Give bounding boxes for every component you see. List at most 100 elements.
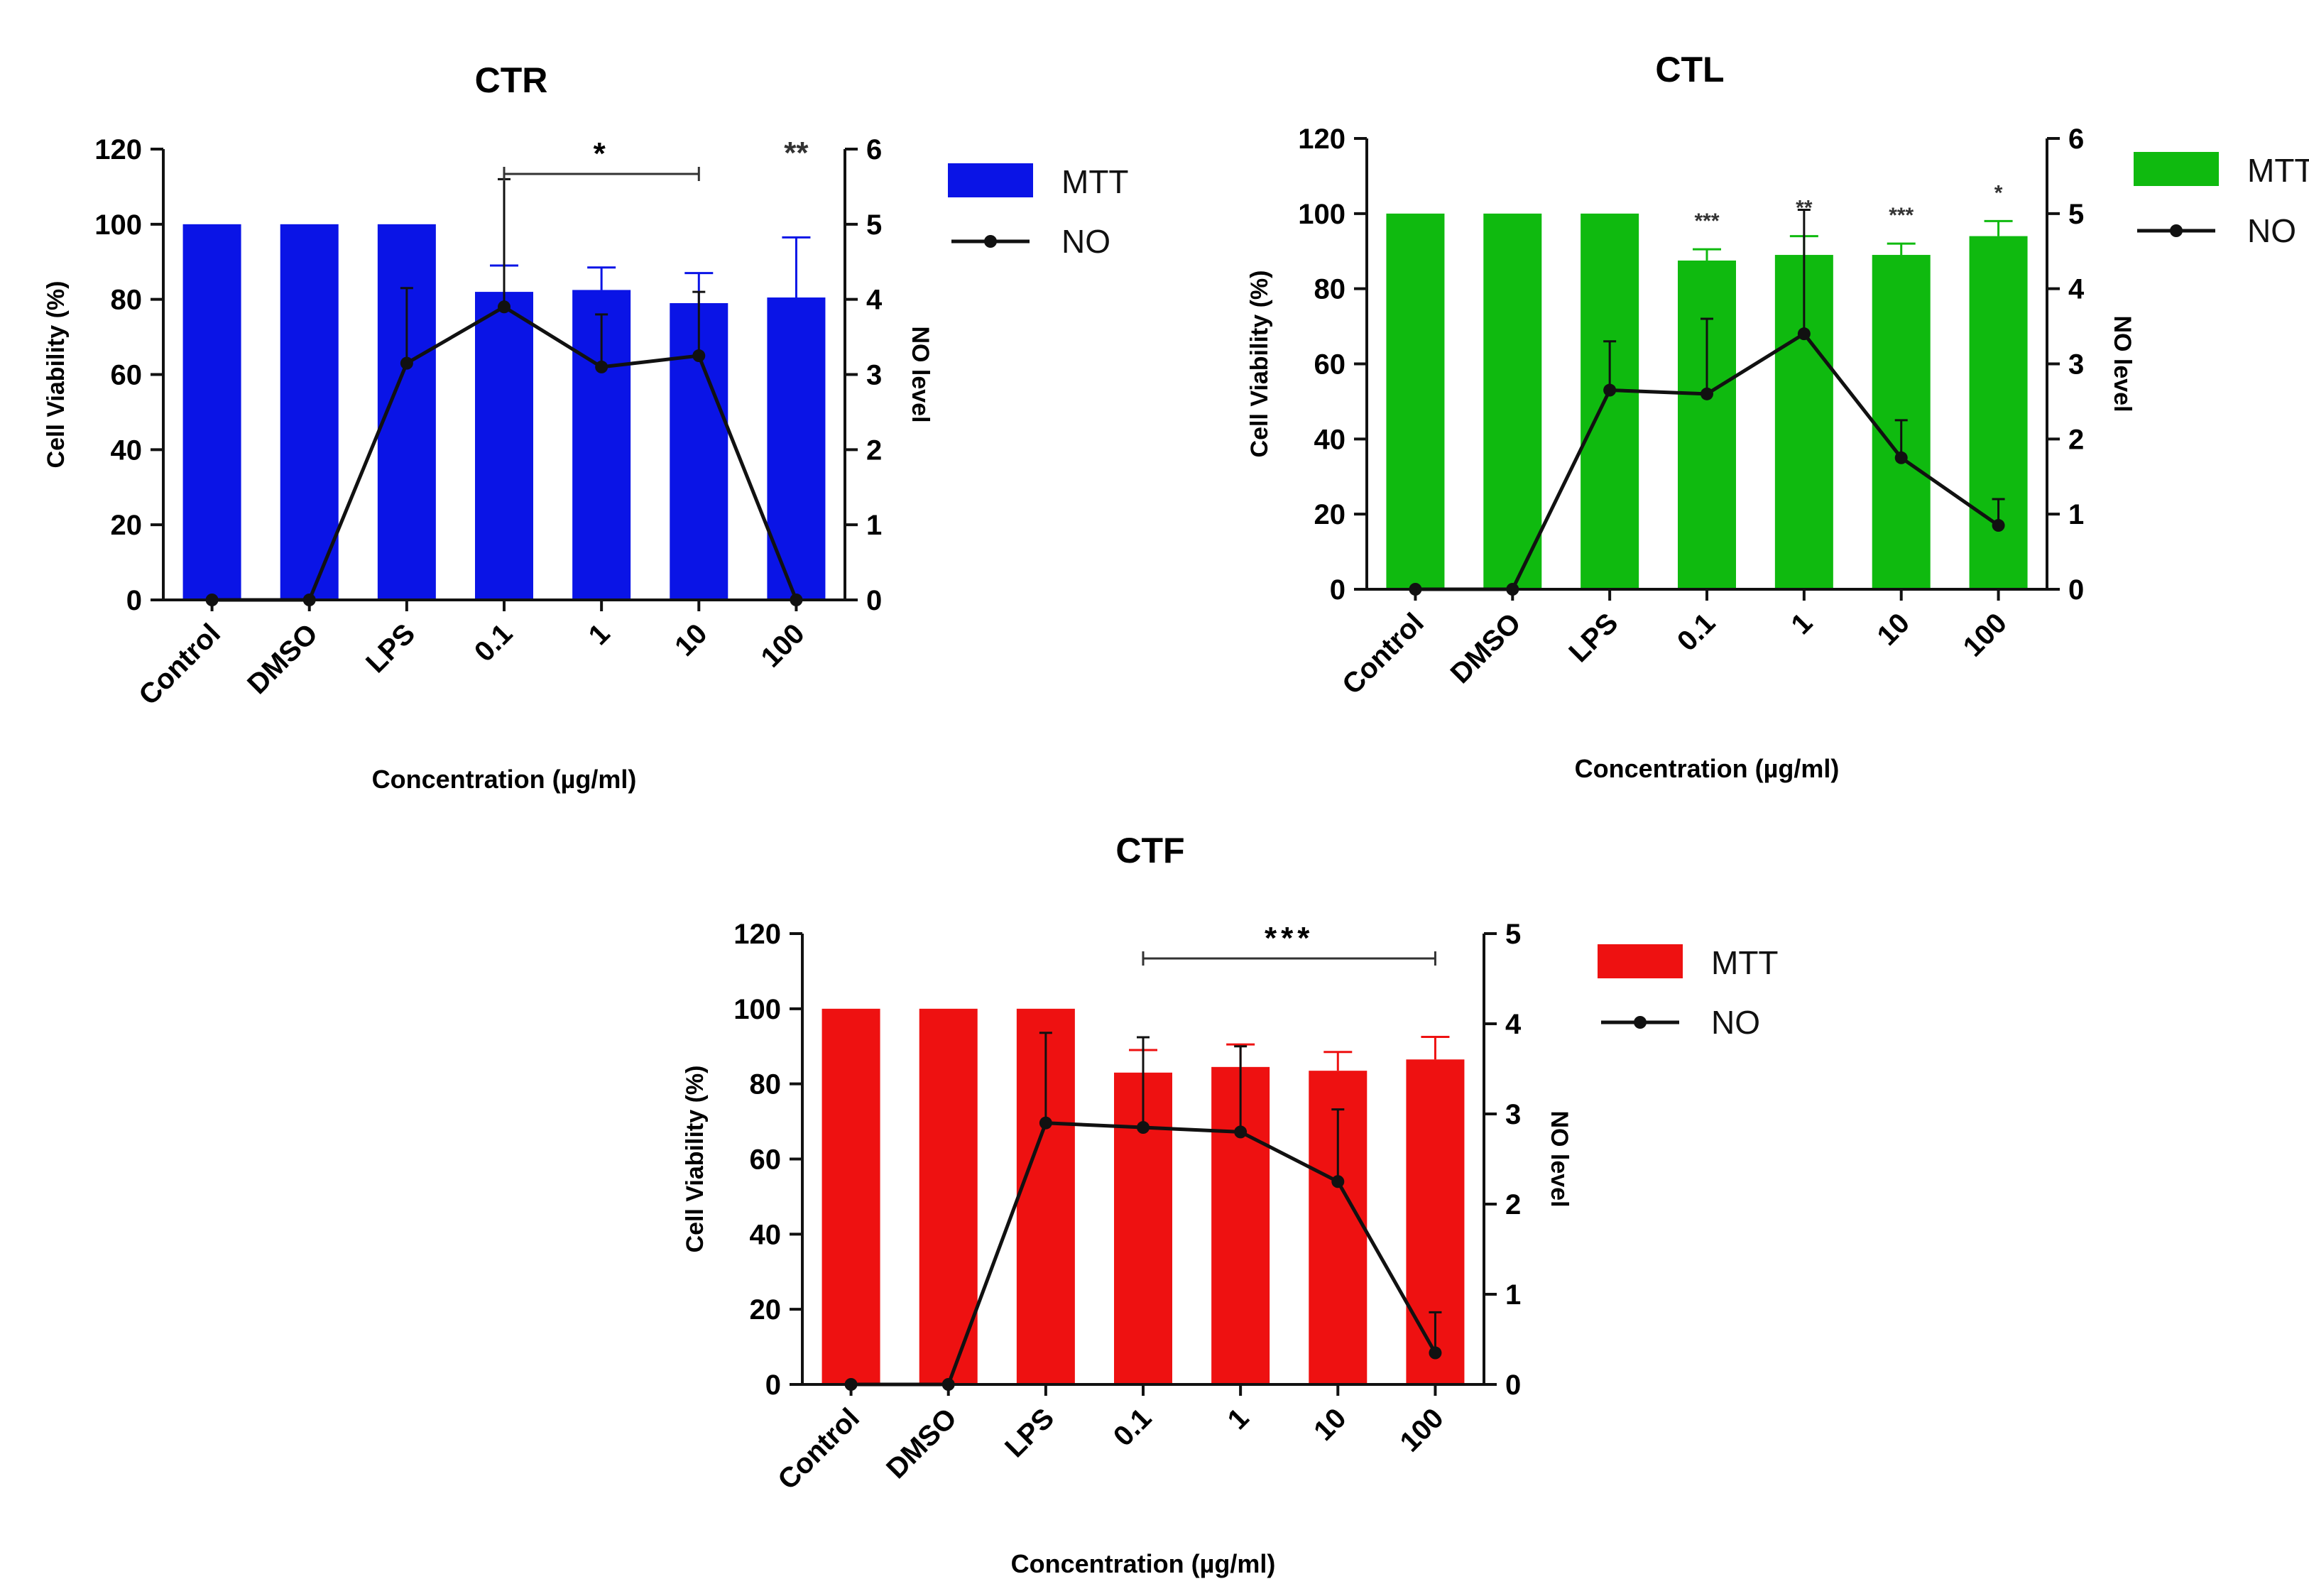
chart-ctf: CTF 0 20 40 60 80 100 120 0 1 2 3 4 5 Control DMSO LPS 0.… [682, 831, 1779, 1578]
y-tick-label: 120 [733, 919, 781, 950]
no-point-10 [1331, 1175, 1345, 1188]
y2-tick-label: 4 [1505, 1009, 1522, 1040]
no-point-1 [595, 360, 608, 373]
y2-axis-label: NO level [2109, 315, 2136, 412]
y2-tick-label: 0 [1505, 1370, 1521, 1401]
y-tick-label: 20 [1314, 499, 1346, 530]
x-tick-label: LPS [999, 1402, 1060, 1463]
y2-tick-label: 6 [2068, 124, 2084, 155]
x-tick-label: DMSO [880, 1402, 963, 1485]
legend-label-no: NO [1061, 223, 1110, 260]
bar-DMSO [280, 224, 339, 600]
no-point-0.1 [1701, 387, 1713, 400]
bar-LPS [1581, 213, 1639, 589]
x-tick-label: 100 [1394, 1402, 1449, 1458]
y-tick-label: 80 [111, 285, 143, 316]
y-tick-label: 100 [94, 209, 142, 241]
y2-tick-label: 1 [1505, 1279, 1521, 1311]
bar-DMSO [919, 1008, 978, 1384]
y2-tick-label: 0 [2068, 574, 2084, 606]
x-tick-label: 0.1 [1108, 1402, 1157, 1452]
y2-tick-label: 3 [2068, 349, 2084, 381]
x-tick-label: Control [772, 1402, 866, 1496]
chart-ctl: CTL 0 20 40 60 80 100 120 0 1 2 3 4 5 6 Control DMSO LPS 0… [1246, 50, 2309, 783]
y-tick-label: 60 [750, 1144, 782, 1176]
y2-tick-label: 6 [866, 134, 882, 165]
y2-tick-label: 5 [1505, 919, 1521, 950]
bar-100 [767, 297, 826, 600]
legend-label-mtt: MTT [1061, 163, 1129, 200]
significance-label: ** [1796, 197, 1813, 220]
x-axis-label: Concentration (µg/ml) [1575, 754, 1840, 783]
y2-tick-label: 1 [866, 510, 882, 541]
y-tick-label: 100 [733, 994, 781, 1025]
y-axis-label: Cell Viability (%) [1246, 270, 1273, 458]
y-tick-label: 20 [750, 1294, 782, 1326]
x-tick-label: DMSO [241, 618, 324, 700]
y-tick-label: 120 [94, 134, 142, 165]
legend-marker-no [2170, 224, 2183, 237]
no-point-10 [692, 349, 706, 363]
significance-label: * [1994, 181, 2003, 204]
x-tick-label: Control [1336, 607, 1430, 701]
y-tick-label: 60 [111, 360, 143, 391]
x-tick-label: LPS [1563, 607, 1624, 668]
y2-tick-label: 1 [2068, 499, 2084, 530]
bar-Control [1386, 213, 1445, 589]
bar-0.1 [1678, 260, 1736, 589]
no-point-0.1 [498, 300, 511, 314]
x-tick-label: 0.1 [1671, 607, 1721, 657]
bar-Control [821, 1008, 880, 1384]
y-tick-label: 0 [1330, 574, 1345, 606]
legend-label-mtt: MTT [1711, 944, 1779, 981]
x-tick-label: 0.1 [469, 618, 518, 667]
y2-tick-label: 2 [1505, 1189, 1521, 1220]
y2-tick-label: 3 [1505, 1099, 1521, 1130]
legend-marker-no [1634, 1016, 1647, 1029]
legend-swatch-mtt [948, 163, 1033, 197]
bar-100 [1969, 236, 2028, 589]
significance-label: *** [1265, 921, 1314, 956]
x-tick-label: 1 [583, 618, 616, 651]
x-tick-label: Control [133, 618, 226, 711]
x-tick-label: 10 [669, 618, 714, 662]
no-point-LPS [1603, 383, 1617, 397]
y2-tick-label: 5 [866, 209, 882, 241]
y-axis-label: Cell Viability (%) [43, 281, 70, 469]
x-tick-label: 1 [1785, 607, 1818, 640]
x-tick-label: 10 [1871, 607, 1916, 652]
y-tick-label: 80 [750, 1069, 782, 1100]
y-axis-label: Cell Viability (%) [682, 1066, 709, 1253]
no-point-10 [1894, 451, 1908, 464]
x-tick-label: 100 [755, 618, 810, 673]
legend-label-no: NO [1711, 1004, 1760, 1041]
legend-swatch-mtt [1598, 944, 1683, 978]
x-tick-label: 1 [1222, 1402, 1255, 1436]
legend-label-mtt: MTT [2247, 152, 2309, 189]
y2-tick-label: 4 [2068, 274, 2085, 305]
y2-tick-label: 2 [2068, 424, 2084, 455]
significance-label: ** [784, 136, 809, 170]
y-tick-label: 60 [1314, 349, 1346, 381]
no-point-100 [1429, 1346, 1442, 1360]
y2-tick-label: 0 [866, 585, 882, 616]
chart-title: CTL [1655, 50, 1724, 89]
no-point-100 [1992, 519, 2005, 532]
y2-tick-label: 2 [866, 434, 882, 466]
y2-tick-label: 4 [866, 285, 883, 316]
x-axis-label: Concentration (µg/ml) [372, 765, 637, 794]
y2-axis-label: NO level [1546, 1110, 1573, 1207]
y-tick-label: 80 [1314, 274, 1346, 305]
y-tick-label: 40 [750, 1219, 782, 1250]
chart-title: CTR [475, 60, 548, 100]
significance-label: *** [1889, 204, 1914, 227]
y2-tick-label: 3 [866, 360, 882, 391]
y-tick-label: 100 [1298, 199, 1345, 230]
x-axis-label: Concentration (µg/ml) [1011, 1549, 1276, 1578]
x-tick-label: LPS [360, 618, 421, 679]
significance-label: * [594, 136, 610, 171]
x-tick-label: DMSO [1445, 607, 1527, 689]
y-tick-label: 0 [126, 585, 142, 616]
y2-axis-label: NO level [907, 326, 934, 422]
